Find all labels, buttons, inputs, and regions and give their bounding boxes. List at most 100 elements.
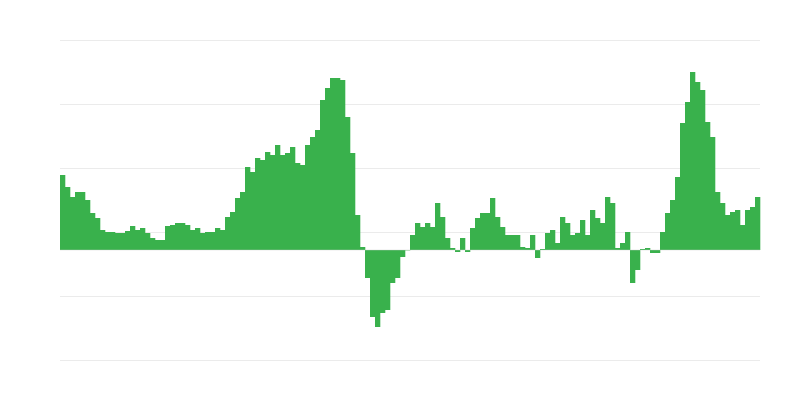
bar-65 (385, 250, 391, 310)
bar-89 (505, 235, 511, 250)
bar-38 (250, 172, 256, 250)
bar-17 (145, 233, 151, 250)
bar-40 (260, 160, 266, 250)
bar-79 (455, 250, 461, 252)
bar-47 (295, 163, 301, 250)
bar-107 (595, 218, 601, 250)
bar-119 (655, 250, 661, 253)
bar-125 (685, 102, 691, 250)
bar-116 (640, 249, 646, 250)
bar-46 (290, 147, 296, 250)
bar-93 (525, 248, 531, 250)
bar-31 (215, 228, 221, 250)
bar-99 (555, 243, 561, 250)
bar-8 (100, 230, 106, 250)
bar-82 (470, 228, 476, 250)
bar-58 (350, 153, 356, 250)
bar-102 (570, 235, 576, 250)
bar-20 (160, 240, 166, 250)
bar-1 (65, 187, 71, 250)
bar-112 (620, 243, 626, 250)
bar-76 (440, 217, 446, 250)
bar-124 (680, 123, 686, 250)
bar-91 (515, 235, 521, 250)
bar-127 (695, 82, 701, 250)
bar-71 (415, 223, 421, 250)
gridlines (60, 40, 760, 361)
bar-132 (720, 203, 726, 250)
bar-85 (485, 213, 491, 250)
bar-121 (665, 213, 671, 250)
bar-18 (150, 238, 156, 250)
bar-56 (340, 80, 346, 250)
bar-75 (435, 203, 441, 250)
bar-54 (330, 78, 336, 250)
bar-42 (270, 155, 276, 250)
bar-101 (565, 223, 571, 250)
bar-57 (345, 117, 351, 250)
bar-48 (300, 165, 306, 250)
bar-109 (605, 197, 611, 250)
bar-14 (130, 226, 136, 250)
bar-5 (85, 200, 91, 250)
bar-122 (670, 200, 676, 250)
bar-25 (185, 225, 191, 250)
bar-12 (120, 233, 126, 250)
bar-106 (590, 210, 596, 250)
bar-78 (450, 248, 456, 250)
bar-0 (60, 175, 66, 250)
bar-28 (200, 233, 206, 250)
bar-29 (205, 232, 211, 250)
bar-66 (390, 250, 396, 283)
bar-88 (500, 227, 506, 250)
bar-69 (405, 250, 411, 251)
bar-64 (380, 250, 386, 313)
bar-41 (265, 152, 271, 250)
bar-59 (355, 215, 361, 250)
bar-16 (140, 228, 146, 250)
bar-51 (315, 130, 321, 250)
bar-21 (165, 226, 171, 250)
bar-43 (275, 145, 281, 250)
bar-45 (285, 153, 291, 250)
bar-105 (585, 235, 591, 250)
bar-115 (635, 250, 641, 270)
bar-94 (530, 235, 536, 250)
bar-110 (610, 203, 616, 250)
bar-72 (420, 227, 426, 250)
bar-137 (745, 210, 751, 250)
bar-133 (725, 215, 731, 250)
bar-100 (560, 217, 566, 250)
bar-60 (360, 247, 366, 250)
bar-50 (310, 137, 316, 250)
bar-86 (490, 198, 496, 250)
bar-2 (70, 197, 76, 250)
bar-128 (700, 90, 706, 250)
bar-104 (580, 220, 586, 250)
bar-90 (510, 235, 516, 250)
bar-39 (255, 158, 261, 250)
bar-108 (600, 223, 606, 250)
bar-3 (75, 192, 81, 250)
bar-63 (375, 250, 381, 327)
bar-24 (180, 223, 186, 250)
bar-95 (535, 250, 541, 258)
bar-7 (95, 218, 101, 250)
bar-10 (110, 232, 116, 250)
bar-136 (740, 225, 746, 250)
bar-62 (370, 250, 376, 317)
bar-30 (210, 232, 216, 250)
bar-73 (425, 223, 431, 250)
bar-139 (755, 197, 761, 250)
bar-83 (475, 218, 481, 250)
bars (60, 72, 761, 327)
bar-131 (715, 192, 721, 250)
bar-35 (235, 198, 241, 250)
bar-68 (400, 250, 406, 257)
bar-37 (245, 167, 251, 250)
bar-70 (410, 235, 416, 250)
bar-36 (240, 192, 246, 250)
bar-74 (430, 227, 436, 250)
bar-13 (125, 231, 131, 250)
